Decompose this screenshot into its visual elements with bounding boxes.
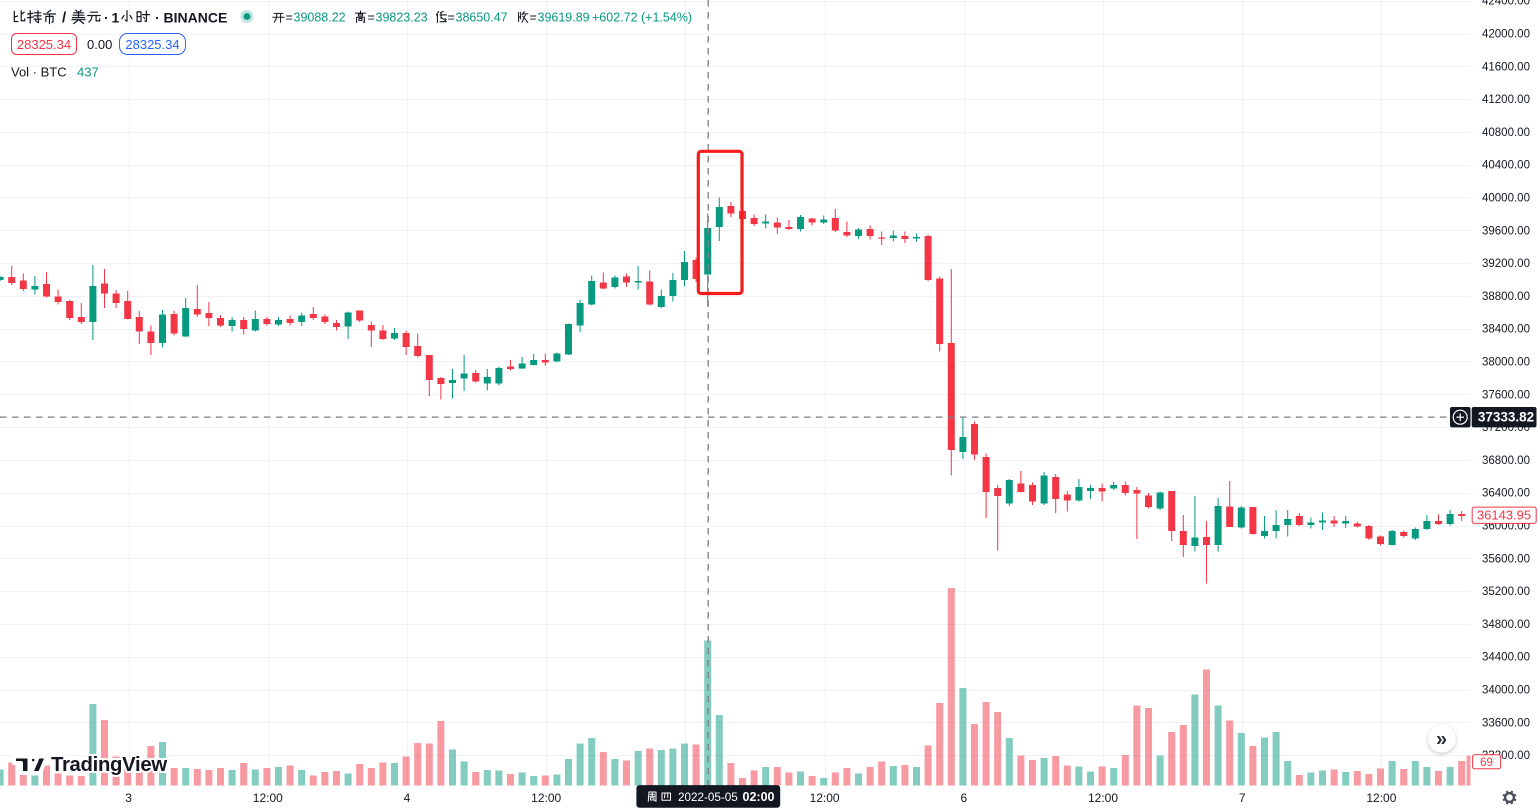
svg-text:»: » (1436, 729, 1447, 751)
svg-text:33600.00: 33600.00 (1482, 717, 1530, 729)
svg-text:02:00: 02:00 (743, 790, 775, 804)
svg-text:3: 3 (125, 791, 132, 805)
svg-text:=: = (448, 10, 455, 24)
svg-text:12:00: 12:00 (1366, 791, 1396, 805)
svg-text:42000.00: 42000.00 (1482, 29, 1530, 41)
svg-text:40400.00: 40400.00 (1482, 160, 1530, 172)
svg-text:28325.34: 28325.34 (125, 37, 179, 52)
svg-text:39619.89: 39619.89 (538, 10, 590, 24)
svg-text:7: 7 (1239, 791, 1246, 805)
svg-text:37333.82: 37333.82 (1478, 410, 1534, 425)
svg-text:·: · (155, 9, 160, 25)
svg-text:38650.47: 38650.47 (456, 10, 508, 24)
svg-text:437: 437 (77, 65, 99, 80)
svg-text:/: / (62, 9, 67, 26)
svg-text:12:00: 12:00 (253, 791, 283, 805)
svg-text:41200.00: 41200.00 (1482, 94, 1530, 106)
svg-text:38800.00: 38800.00 (1482, 291, 1530, 303)
svg-text:35200.00: 35200.00 (1482, 586, 1530, 598)
svg-text:0.00: 0.00 (87, 37, 112, 52)
svg-text:41600.00: 41600.00 (1482, 61, 1530, 73)
svg-text:1: 1 (112, 9, 120, 25)
svg-text:34000.00: 34000.00 (1482, 685, 1530, 697)
svg-text:+602.72 (+1.54%): +602.72 (+1.54%) (592, 10, 692, 24)
svg-text:38400.00: 38400.00 (1482, 324, 1530, 336)
svg-text:39823.23: 39823.23 (376, 10, 428, 24)
svg-text:12:00: 12:00 (810, 791, 840, 805)
svg-text:40800.00: 40800.00 (1482, 127, 1530, 139)
svg-text:39200.00: 39200.00 (1482, 258, 1530, 270)
svg-text:TradingView: TradingView (51, 754, 167, 776)
svg-text:40000.00: 40000.00 (1482, 193, 1530, 205)
svg-text:=: = (530, 10, 537, 24)
svg-text:34800.00: 34800.00 (1482, 619, 1530, 631)
svg-text:12:00: 12:00 (531, 791, 561, 805)
svg-text:42400.00: 42400.00 (1482, 0, 1530, 8)
svg-text:37600.00: 37600.00 (1482, 389, 1530, 401)
svg-text:38000.00: 38000.00 (1482, 357, 1530, 369)
svg-text:6: 6 (960, 791, 967, 805)
svg-text:69: 69 (1480, 757, 1493, 769)
svg-text:2022-05-05: 2022-05-05 (678, 791, 738, 804)
svg-text:4: 4 (404, 791, 411, 805)
svg-text:28325.34: 28325.34 (17, 37, 71, 52)
svg-text:34400.00: 34400.00 (1482, 652, 1530, 664)
svg-text:35600.00: 35600.00 (1482, 553, 1530, 565)
svg-text:BINANCE: BINANCE (164, 9, 228, 25)
svg-text:36143.95: 36143.95 (1477, 507, 1531, 522)
svg-text:=: = (368, 10, 375, 24)
svg-text:39600.00: 39600.00 (1482, 225, 1530, 237)
svg-text:·: · (104, 9, 109, 25)
svg-text:36800.00: 36800.00 (1482, 455, 1530, 467)
svg-text:39088.22: 39088.22 (294, 10, 346, 24)
svg-text:12:00: 12:00 (1088, 791, 1118, 805)
svg-text:=: = (286, 10, 293, 24)
svg-text:Vol · BTC: Vol · BTC (11, 65, 67, 80)
svg-text:36400.00: 36400.00 (1482, 488, 1530, 500)
